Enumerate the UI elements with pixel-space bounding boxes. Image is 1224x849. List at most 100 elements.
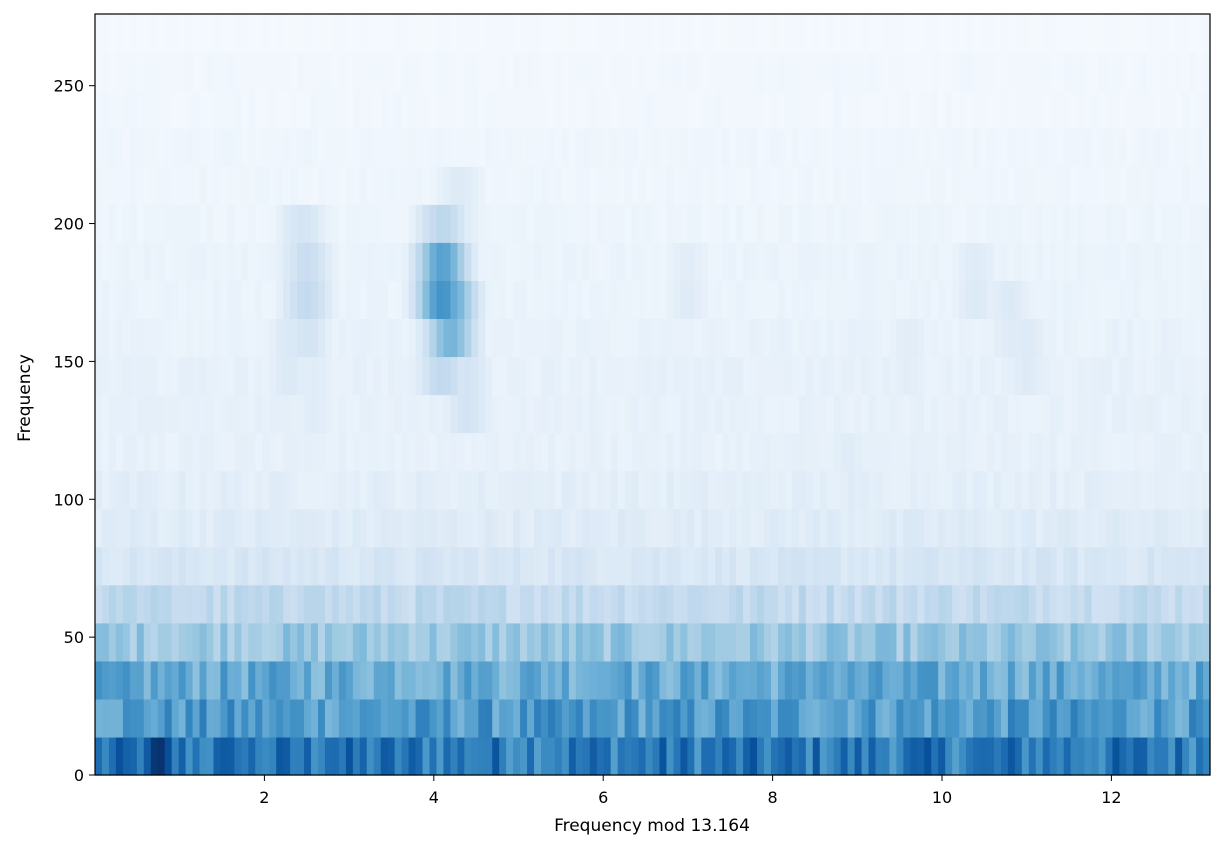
- heatmap-cell: [178, 242, 187, 281]
- heatmap-cell: [108, 470, 117, 510]
- heatmap-cell: [373, 318, 382, 358]
- heatmap-cell: [520, 660, 528, 700]
- heatmap-cell: [408, 394, 417, 434]
- heatmap-cell: [924, 736, 932, 776]
- heatmap-cell: [213, 204, 222, 243]
- heatmap-cell: [547, 166, 556, 205]
- heatmap-cell: [722, 90, 730, 129]
- heatmap-cell: [987, 508, 995, 548]
- heatmap-cell: [1042, 90, 1051, 129]
- heatmap-cell: [401, 546, 410, 586]
- heatmap-cell: [443, 166, 452, 205]
- heatmap-cell: [861, 394, 870, 434]
- heatmap-cell: [1007, 166, 1016, 205]
- heatmap-cell: [687, 698, 695, 738]
- heatmap-cell: [645, 90, 654, 129]
- heatmap-cell: [520, 242, 528, 281]
- heatmap-cell: [687, 622, 695, 662]
- heatmap-cell: [115, 736, 124, 776]
- heatmap-cell: [826, 470, 835, 510]
- heatmap-cell: [1175, 394, 1183, 434]
- heatmap-cell: [722, 508, 730, 548]
- heatmap-cell: [318, 356, 326, 396]
- heatmap-cell: [485, 356, 493, 396]
- heatmap-cell: [450, 166, 458, 205]
- heatmap-cell: [464, 508, 472, 548]
- heatmap-cell: [631, 52, 640, 91]
- heatmap-cell: [492, 90, 500, 129]
- heatmap-cell: [95, 622, 103, 662]
- heatmap-cell: [380, 394, 389, 434]
- heatmap-cell: [478, 280, 486, 319]
- heatmap-cell: [387, 204, 396, 243]
- heatmap-cell: [1042, 508, 1051, 548]
- heatmap-cell: [652, 660, 661, 700]
- heatmap-cell: [617, 698, 626, 738]
- heatmap-cell: [1147, 508, 1155, 548]
- heatmap-cell: [206, 356, 215, 396]
- heatmap-cell: [1175, 52, 1183, 91]
- heatmap-cell: [687, 128, 695, 167]
- heatmap-cell: [311, 356, 319, 396]
- heatmap-cell: [736, 622, 744, 662]
- heatmap-cell: [234, 356, 242, 396]
- heatmap-cell: [136, 318, 145, 358]
- heatmap-cell: [896, 508, 904, 548]
- heatmap-cell: [638, 318, 647, 358]
- heatmap-cell: [993, 90, 1002, 129]
- heatmap-cell: [206, 508, 215, 548]
- heatmap-cell: [854, 128, 863, 167]
- heatmap-cell: [798, 508, 807, 548]
- heatmap-cell: [729, 470, 737, 510]
- heatmap-cell: [450, 470, 458, 510]
- heatmap-cell: [889, 166, 898, 205]
- heatmap-cell: [401, 432, 410, 472]
- heatmap-cell: [297, 736, 305, 776]
- heatmap-cell: [1140, 394, 1148, 434]
- heatmap-cell: [589, 660, 598, 700]
- heatmap-cell: [819, 166, 828, 205]
- heatmap-cell: [805, 470, 814, 510]
- heatmap-cell: [262, 546, 270, 586]
- heatmap-cell: [283, 166, 291, 205]
- heatmap-cell: [784, 660, 793, 700]
- heatmap-cell: [255, 14, 263, 53]
- heatmap-cell: [924, 14, 932, 53]
- heatmap-cell: [1126, 242, 1134, 281]
- heatmap-cell: [770, 698, 779, 738]
- heatmap-cell: [715, 698, 723, 738]
- heatmap-cell: [485, 546, 493, 586]
- heatmap-cell: [1063, 280, 1072, 319]
- heatmap-cell: [129, 356, 138, 396]
- heatmap-cell: [777, 660, 786, 700]
- heatmap-cell: [840, 242, 849, 281]
- heatmap-cell: [366, 356, 375, 396]
- heatmap-cell: [631, 356, 640, 396]
- heatmap-cell: [241, 432, 249, 472]
- heatmap-cell: [903, 546, 911, 586]
- heatmap-cell: [1112, 356, 1121, 396]
- heatmap-cell: [115, 128, 124, 167]
- heatmap-cell: [826, 128, 835, 167]
- heatmap-cell: [380, 318, 389, 358]
- heatmap-cell: [157, 736, 166, 776]
- heatmap-cell: [833, 204, 842, 243]
- heatmap-cell: [770, 508, 779, 548]
- heatmap-cell: [1035, 470, 1044, 510]
- heatmap-cell: [485, 318, 493, 358]
- heatmap-cell: [547, 90, 556, 129]
- heatmap-cell: [1084, 128, 1093, 167]
- heatmap-cell: [624, 356, 633, 396]
- heatmap-cell: [805, 394, 814, 434]
- heatmap-cell: [269, 52, 277, 91]
- heatmap-cell: [993, 318, 1002, 358]
- heatmap-cell: [638, 698, 647, 738]
- heatmap-cell: [178, 508, 187, 548]
- heatmap-cell: [659, 698, 668, 738]
- heatmap-cell: [596, 508, 605, 548]
- heatmap-cell: [833, 90, 842, 129]
- heatmap-cell: [610, 356, 619, 396]
- heatmap-cell: [1000, 470, 1009, 510]
- heatmap-cell: [213, 280, 222, 319]
- heatmap-cell: [1056, 204, 1065, 243]
